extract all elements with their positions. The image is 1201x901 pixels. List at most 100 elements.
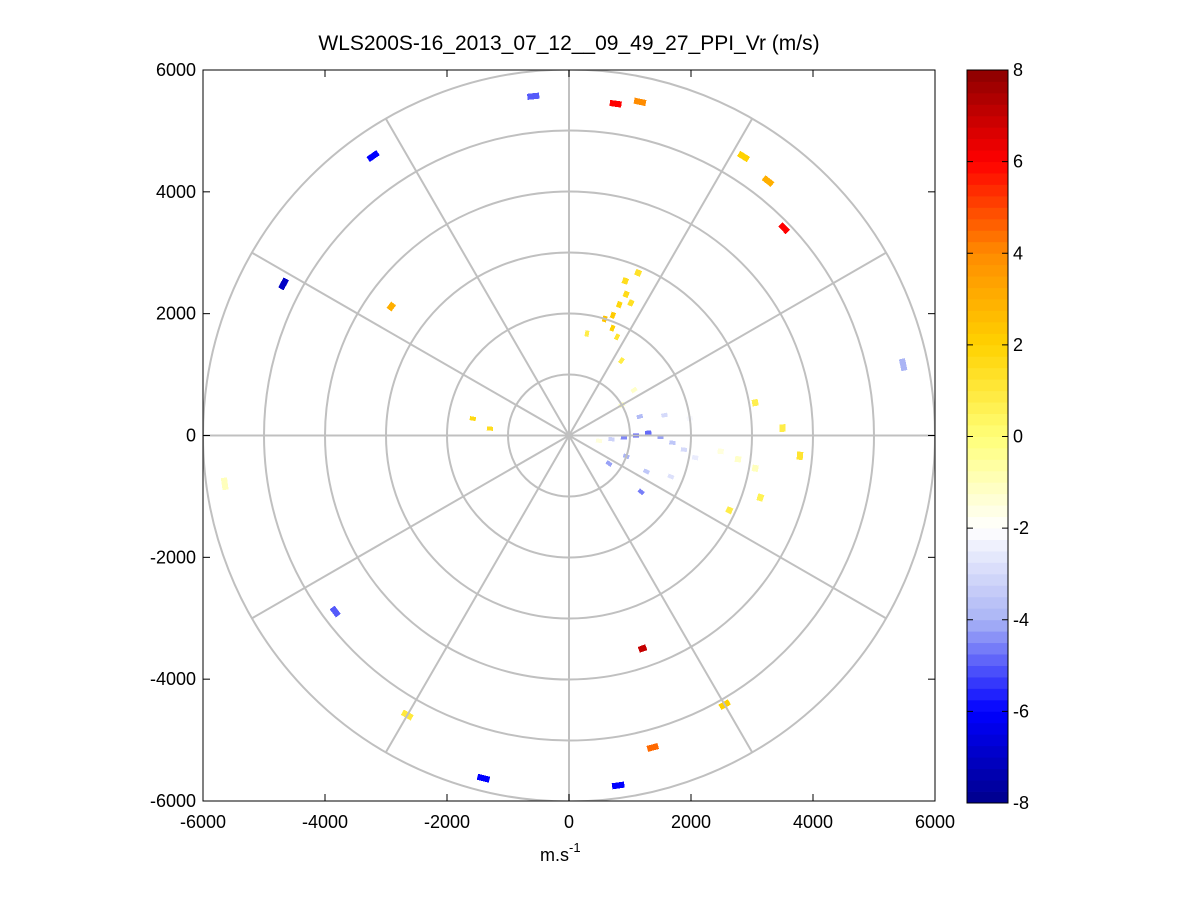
x-axis-label: m.s-1: [540, 840, 581, 865]
y-tick-label: -4000: [150, 669, 196, 689]
data-cell: [469, 416, 477, 422]
x-tick-label: 2000: [671, 812, 711, 832]
data-cell: [779, 424, 786, 432]
data-cell: [661, 412, 668, 418]
data-cell: [366, 150, 380, 162]
colorbar-swatch: [967, 264, 1008, 277]
colorbar-swatch: [967, 780, 1008, 792]
colorbar-swatch: [967, 688, 1008, 701]
colorbar-swatch: [967, 470, 1008, 483]
colorbar-swatch: [967, 573, 1008, 586]
colorbar-tick-label: -8: [1013, 793, 1029, 813]
colorbar-swatch: [967, 459, 1008, 472]
data-cell: [486, 426, 494, 431]
data-cell: [278, 277, 289, 291]
colorbar-swatch: [967, 253, 1008, 266]
colorbar-swatch: [967, 287, 1008, 300]
colorbar-swatch: [967, 528, 1008, 540]
x-tick-label: 0: [564, 812, 574, 832]
polar-spoke: [251, 251, 570, 437]
data-cell: [527, 92, 540, 100]
data-cell: [386, 301, 397, 312]
colorbar-swatch: [967, 551, 1008, 563]
x-tick-label: 6000: [915, 812, 955, 832]
polar-spoke: [385, 434, 570, 753]
colorbar-swatch: [967, 447, 1008, 460]
data-cell: [669, 440, 676, 445]
colorbar-swatch: [967, 299, 1008, 311]
data-cell: [476, 773, 491, 783]
y-tick-label: 4000: [156, 182, 196, 202]
data-cell: [611, 781, 625, 790]
colorbar-swatch: [967, 608, 1008, 621]
colorbar-swatch: [967, 367, 1008, 380]
colorbar-swatch: [967, 539, 1008, 552]
data-cell: [613, 333, 621, 341]
data-cell: [898, 358, 908, 372]
colorbar-swatch: [967, 722, 1008, 735]
colorbar-swatch: [967, 195, 1008, 208]
data-cell: [751, 464, 759, 473]
chart-title: WLS200S-16_2013_07_12__09_49_27_PPI_Vr (…: [318, 32, 819, 55]
colorbar-tick-label: 8: [1013, 60, 1023, 80]
data-cell: [761, 175, 775, 187]
colorbar-swatch: [967, 241, 1008, 254]
data-cell: [608, 436, 615, 442]
colorbar-swatch: [967, 70, 1008, 82]
colorbar-swatch: [967, 81, 1008, 94]
y-tick-label: -2000: [150, 547, 196, 567]
colorbar-swatch: [967, 677, 1008, 689]
x-tick-label: 4000: [793, 812, 833, 832]
colorbar-swatch: [967, 745, 1008, 758]
data-cell: [609, 324, 616, 332]
colorbar-swatch: [967, 665, 1008, 678]
data-cell: [642, 468, 650, 475]
y-tick-label: 6000: [156, 60, 196, 80]
colorbar-swatch: [967, 127, 1008, 140]
colorbar-swatch: [967, 115, 1008, 128]
data-cell: [675, 508, 683, 517]
x-axis-label-base: m.s: [540, 845, 569, 865]
data-cell: [609, 99, 622, 108]
data-cell: [778, 222, 790, 235]
data-cell: [646, 743, 660, 752]
colorbar-swatch: [967, 505, 1008, 518]
colorbar-swatch: [967, 436, 1008, 449]
colorbar-swatch: [967, 333, 1008, 346]
data-cell: [627, 299, 635, 307]
colorbar-tick-label: -6: [1013, 701, 1029, 721]
colorbar-swatch: [967, 310, 1008, 323]
colorbar-tick-label: 4: [1013, 243, 1023, 263]
colorbar-swatch: [967, 562, 1008, 575]
data-series-2: [469, 268, 804, 515]
colorbar-swatch: [967, 768, 1008, 781]
x-tick-label: -2000: [424, 812, 470, 832]
colorbar-tick-label: -4: [1013, 610, 1029, 630]
colorbar-swatch: [967, 619, 1008, 632]
colorbar-swatch: [967, 321, 1008, 334]
colorbar-swatch: [967, 402, 1008, 414]
data-cell: [634, 268, 643, 277]
colorbar-swatch: [967, 276, 1008, 289]
polar-spoke: [568, 118, 753, 437]
colorbar-swatch: [967, 207, 1008, 220]
colorbar-swatch: [967, 218, 1008, 231]
colorbar-tick-label: -2: [1013, 518, 1029, 538]
colorbar-swatch: [967, 104, 1008, 117]
colorbar-swatch: [967, 596, 1008, 609]
colorbar-tick-label: 0: [1013, 427, 1023, 447]
colorbar-swatch: [967, 734, 1008, 747]
colorbar-swatch: [967, 631, 1008, 644]
colorbar-swatch: [967, 390, 1008, 403]
colorbar-swatch: [967, 482, 1008, 495]
colorbar-swatch: [967, 791, 1008, 804]
colorbar: 8 6 4 2 0 -2 -4 -6 -8: [966, 60, 1029, 813]
data-cell: [618, 356, 625, 365]
data-cell: [637, 644, 648, 653]
data-cell: [621, 277, 630, 285]
data-cell: [630, 386, 638, 394]
colorbar-swatch: [967, 230, 1008, 243]
svg-text:m.s-1: m.s-1: [540, 840, 581, 865]
y-tick-label: 2000: [156, 304, 196, 324]
